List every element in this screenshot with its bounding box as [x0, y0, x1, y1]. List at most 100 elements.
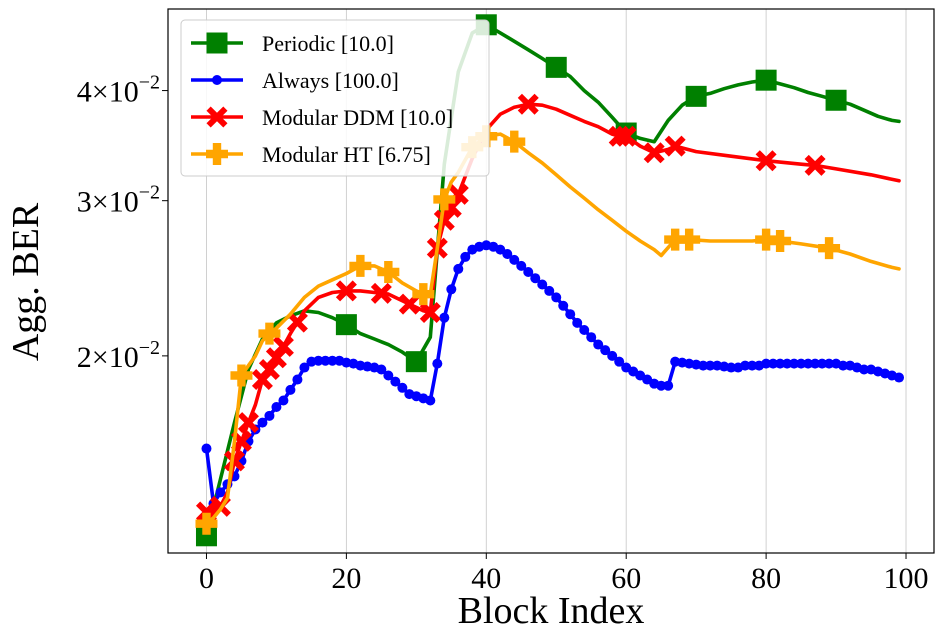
data-point — [313, 355, 324, 366]
data-point — [705, 360, 716, 371]
y-tick-label: 4×10−2 — [77, 72, 160, 109]
data-point — [789, 358, 800, 369]
data-point — [377, 260, 400, 283]
data-point — [398, 293, 420, 315]
data-point — [572, 317, 583, 328]
series-2 — [195, 93, 901, 523]
data-point — [565, 309, 576, 320]
data-point — [502, 248, 513, 259]
data-point — [257, 417, 268, 428]
legend-label: Always [100.0] — [262, 68, 399, 93]
data-point — [523, 266, 534, 277]
data-point — [782, 358, 793, 369]
data-point — [530, 273, 541, 284]
data-point — [678, 228, 701, 251]
data-point — [405, 351, 427, 373]
legend-swatch-marker — [206, 32, 228, 54]
x-tick-label: 100 — [884, 562, 929, 595]
data-point — [292, 374, 303, 385]
x-axis-label: Block Index — [458, 590, 645, 632]
data-point — [195, 525, 217, 547]
data-point — [810, 358, 821, 369]
data-point — [768, 358, 779, 369]
data-point — [265, 347, 287, 369]
data-point — [818, 237, 841, 260]
data-point — [817, 358, 828, 369]
series-1 — [201, 240, 905, 509]
data-point — [614, 356, 625, 367]
data-point — [894, 372, 905, 383]
series-layer — [195, 14, 905, 547]
tick-layer: 0 20 40 60 80 100 2×10−2 3×10−2 4×10−2 — [77, 72, 929, 595]
data-point — [327, 355, 338, 366]
data-point — [825, 89, 847, 111]
data-point — [195, 512, 218, 535]
legend-swatch-marker — [212, 75, 222, 85]
data-point — [425, 395, 436, 406]
data-point — [446, 284, 457, 295]
data-point — [439, 312, 450, 323]
data-point — [433, 188, 456, 211]
data-point — [237, 412, 259, 434]
data-point — [593, 339, 604, 350]
data-point — [859, 364, 870, 375]
y-tick-label: 2×10−2 — [77, 337, 160, 374]
x-tick-label: 20 — [331, 562, 361, 595]
data-point — [412, 283, 435, 306]
x-tick-label: 40 — [471, 562, 501, 595]
legend-swatch-marker — [206, 143, 228, 165]
data-point — [272, 335, 294, 357]
data-point — [775, 358, 786, 369]
data-point — [230, 364, 253, 387]
data-point — [824, 358, 835, 369]
data-point — [201, 443, 212, 454]
data-point — [615, 125, 637, 147]
data-point — [685, 85, 707, 107]
data-point — [600, 345, 611, 356]
data-point — [755, 69, 777, 91]
data-point — [664, 135, 686, 157]
data-point — [769, 230, 792, 253]
data-point — [320, 355, 331, 366]
data-point — [643, 142, 665, 164]
y-tick-label: 3×10−2 — [77, 182, 160, 219]
data-point — [740, 360, 751, 371]
data-point — [761, 358, 772, 369]
data-point — [432, 358, 443, 369]
legend-label: Modular HT [6.75] — [262, 142, 431, 167]
data-point — [755, 150, 777, 172]
data-point — [551, 292, 562, 303]
legend: Periodic [10.0] Always [100.0] Modular DDM… — [180, 19, 490, 177]
legend-label: Modular DDM [10.0] — [262, 105, 453, 130]
data-point — [656, 380, 667, 391]
data-point — [390, 376, 401, 387]
data-point — [271, 401, 282, 412]
data-point — [264, 410, 275, 421]
data-point — [376, 364, 387, 375]
data-point — [335, 280, 357, 302]
legend-entry: Modular HT [6.75] — [191, 142, 431, 167]
legend-swatch-marker — [206, 106, 228, 128]
series-0 — [195, 14, 901, 547]
x-tick-label: 0 — [199, 562, 214, 595]
data-point — [558, 300, 569, 311]
x-tick-label: 80 — [751, 562, 781, 595]
data-point — [698, 360, 709, 371]
data-point — [509, 254, 520, 265]
data-point — [803, 358, 814, 369]
data-point — [370, 282, 392, 304]
legend-label: Periodic [10.0] — [262, 31, 394, 56]
data-point — [663, 380, 674, 391]
data-point — [258, 322, 281, 345]
data-point — [278, 395, 289, 406]
legend-entry: Modular DDM [10.0] — [191, 105, 453, 130]
data-point — [299, 362, 310, 373]
data-point — [286, 311, 308, 333]
data-point — [796, 358, 807, 369]
data-point — [258, 359, 280, 381]
data-point — [545, 56, 567, 78]
x-tick-label: 60 — [611, 562, 641, 595]
data-point — [747, 360, 758, 371]
data-point — [453, 263, 464, 274]
